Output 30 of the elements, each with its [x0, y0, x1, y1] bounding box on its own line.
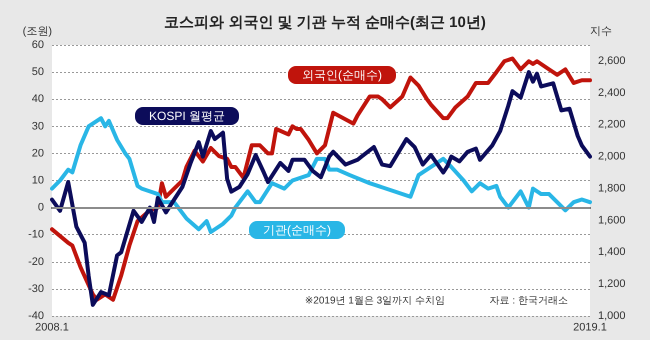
series-label: 기관(순매수) — [263, 223, 331, 237]
y-tick-label: -30 — [28, 282, 44, 295]
x-tick-label: 2008.1 — [35, 322, 69, 334]
y-tick-label: 60 — [32, 39, 44, 51]
y2-tick-label: 2,600 — [598, 54, 626, 67]
y-tick-label: 40 — [32, 93, 44, 106]
y2-tick-label: 1,000 — [598, 310, 626, 322]
y-tick-label: 30 — [32, 120, 44, 132]
annotation: ※2019년 1월은 3일까지 수치임 — [304, 296, 445, 306]
y-tick-label: 50 — [32, 66, 44, 78]
y2-tick-label: 2,000 — [598, 150, 626, 163]
annotation: 자료 : 한국거래소 — [490, 296, 568, 306]
y-tick-label: -40 — [28, 310, 44, 322]
y2-tick-label: 1,600 — [598, 214, 626, 226]
series-label: KOSPI 월평균 — [148, 109, 226, 123]
y2-tick-label: 1,200 — [598, 278, 626, 290]
y-tick-label: 0 — [38, 202, 44, 214]
series-label: 외국인(순매수) — [302, 68, 382, 82]
y2-tick-label: 1,800 — [598, 182, 626, 194]
y2-tick-label: 2,200 — [598, 118, 626, 131]
y2-tick-label: 1,400 — [598, 246, 626, 258]
y2-tick-label: 2,400 — [598, 86, 626, 99]
y-tick-label: -10 — [28, 228, 44, 241]
y-axis-title: (조원) — [22, 26, 52, 38]
y-tick-label: 20 — [32, 147, 44, 160]
y-tick-label: 10 — [32, 174, 44, 186]
y-tick-label: -20 — [28, 256, 44, 268]
chart-title: 코스피와 외국인 및 기관 누적 순매수(최근 10년) — [164, 14, 486, 31]
x-tick-label: 2019.1 — [573, 322, 607, 334]
y2-axis-title: 지수 — [590, 26, 612, 38]
